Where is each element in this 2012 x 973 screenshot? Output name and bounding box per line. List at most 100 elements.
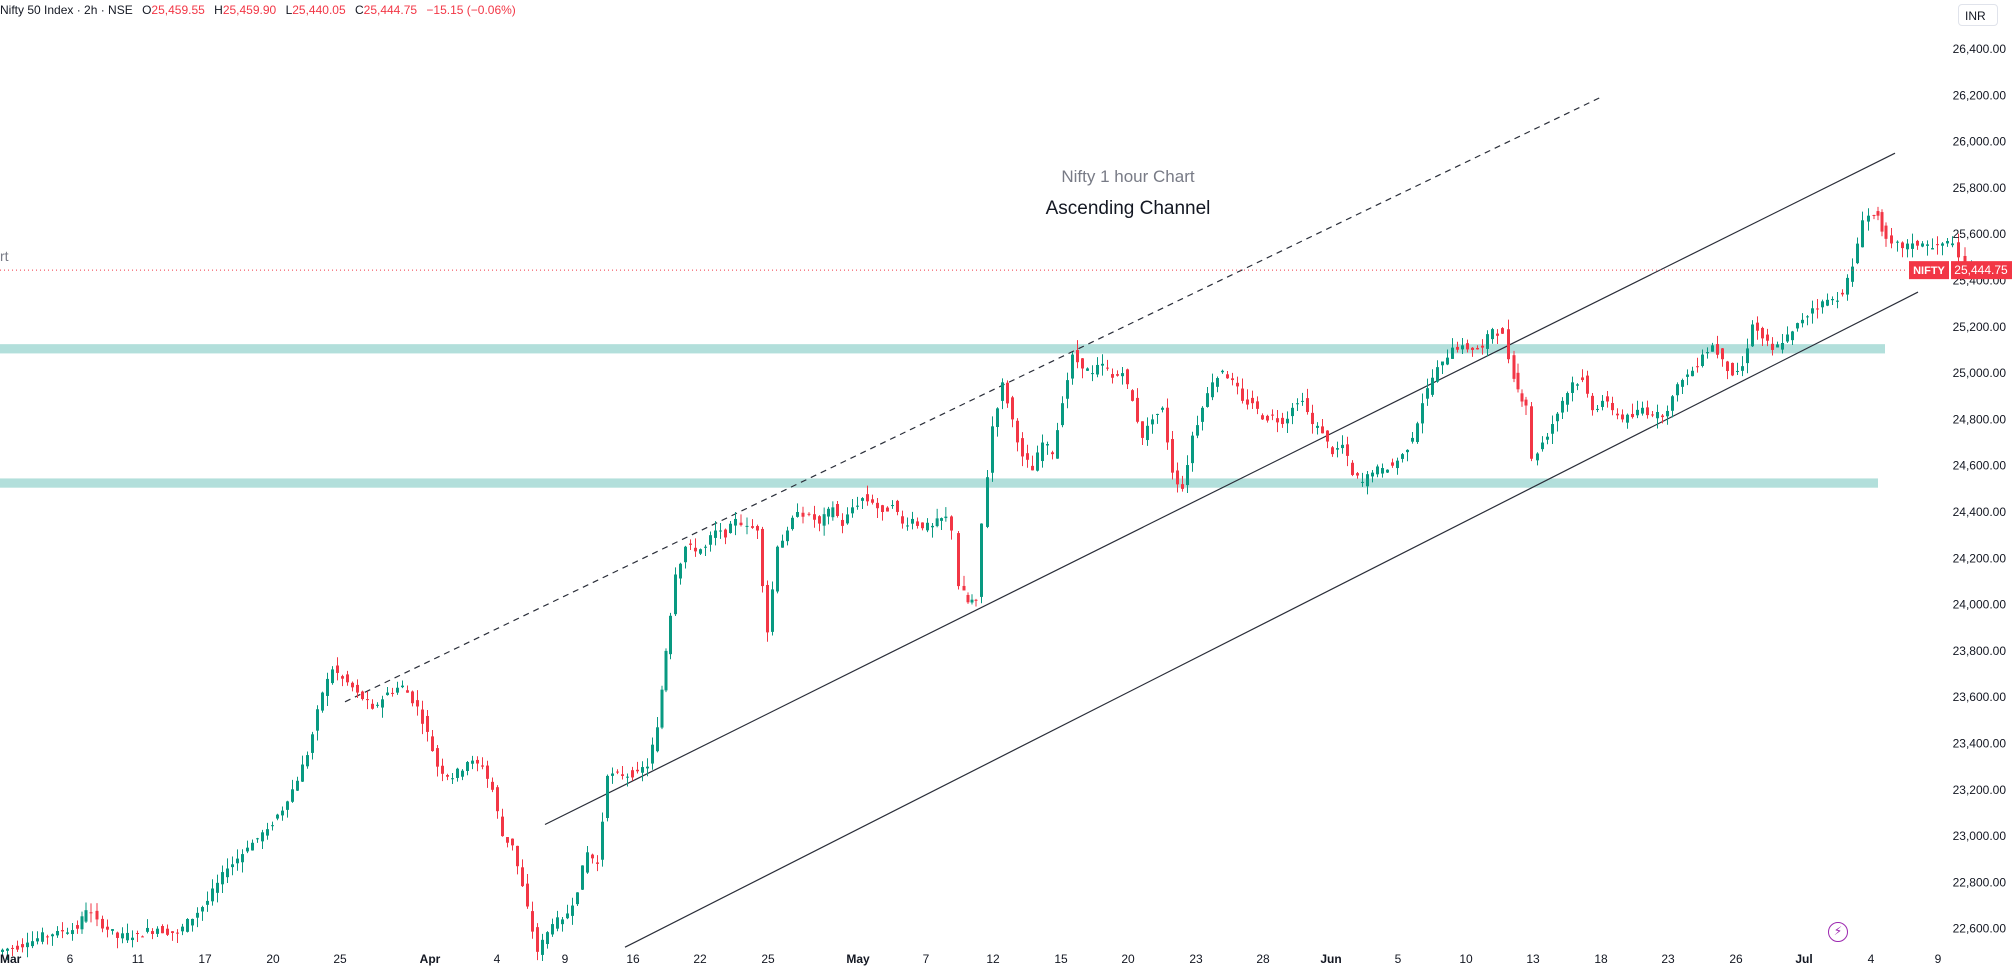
y-tick-label: 24,400.00 xyxy=(1953,505,2007,519)
candle-down xyxy=(916,521,919,526)
candle-down xyxy=(1271,414,1274,416)
currency-selector[interactable]: INR xyxy=(1958,4,1998,26)
x-tick-label: 11 xyxy=(132,952,145,966)
candle-down xyxy=(1766,334,1769,341)
symbol-name[interactable]: Nifty 50 Index · 2h · NSE xyxy=(0,3,133,17)
candle-down xyxy=(591,854,594,859)
y-tick-label: 22,800.00 xyxy=(1953,875,2007,889)
candle-down xyxy=(616,771,619,773)
candle-down xyxy=(1261,415,1264,420)
candle-up xyxy=(1296,403,1299,405)
x-tick-label: 9 xyxy=(562,952,569,966)
candle-down xyxy=(171,931,174,933)
candle-up xyxy=(316,709,319,731)
candle-up xyxy=(266,829,269,836)
candle-up xyxy=(556,917,559,929)
candle-up xyxy=(1316,425,1319,428)
candle-down xyxy=(426,715,429,732)
y-tick-label: 25,800.00 xyxy=(1953,181,2007,195)
candle-up xyxy=(156,928,159,934)
candle-down xyxy=(89,912,93,914)
candle-down xyxy=(1884,225,1888,239)
candle-down xyxy=(801,512,805,517)
candle-down xyxy=(1661,415,1664,418)
candle-down xyxy=(1276,418,1279,423)
candle-down xyxy=(1006,382,1009,404)
symbol-tag-bg xyxy=(1909,261,1949,280)
symbol-legend: Nifty 50 Index · 2h · NSE O25,459.55 H25… xyxy=(0,3,522,17)
candle-up xyxy=(1146,425,1149,441)
candle-up xyxy=(1371,472,1374,477)
x-tick-label: 28 xyxy=(1256,952,1270,966)
candle-up xyxy=(1786,334,1789,342)
candle-up xyxy=(1201,407,1204,422)
x-tick-label: 13 xyxy=(1526,952,1540,966)
candle-up xyxy=(1156,413,1159,415)
y-axis[interactable]: 26,400.00 26,200.00 26,000.00 25,800.00 25,6… xyxy=(1953,42,2007,936)
candle-up xyxy=(1801,319,1804,324)
candle-up xyxy=(1001,382,1004,401)
candle-down xyxy=(1936,244,1939,246)
y-tick-label: 26,000.00 xyxy=(1953,135,2007,149)
candle-down xyxy=(1916,240,1919,246)
candle-up xyxy=(546,932,549,945)
candle-up xyxy=(1161,407,1164,410)
candle-up xyxy=(396,687,399,693)
candle-up xyxy=(980,523,983,597)
candle-up xyxy=(656,727,659,752)
candle-up xyxy=(1441,361,1444,366)
candle-up xyxy=(1206,393,1209,407)
candle-down xyxy=(813,514,816,520)
x-axis[interactable]: Mar 6 11 17 20 25 Apr 4 9 16 22 25 May 7 12 15 20 23 28 Jun… xyxy=(0,952,1942,966)
candle-down xyxy=(1890,235,1893,244)
channel-line xyxy=(544,152,1896,826)
candle-up xyxy=(1381,468,1384,474)
x-tick-label: 10 xyxy=(1459,952,1473,966)
candle-up xyxy=(286,801,289,810)
candle-up xyxy=(669,615,672,655)
candle-up xyxy=(626,776,629,778)
chart-subtitle: Ascending Channel xyxy=(1046,198,1211,219)
candle-down xyxy=(1326,430,1329,442)
candle-down xyxy=(724,529,727,538)
open-label: O xyxy=(142,3,152,17)
candle-down xyxy=(1166,407,1169,443)
candle-up xyxy=(1036,452,1039,471)
candle-up xyxy=(1416,423,1419,443)
candle-down xyxy=(1716,344,1719,355)
candle-up xyxy=(719,530,722,532)
candle-down xyxy=(1512,355,1516,379)
candle-down xyxy=(1586,375,1589,394)
candle-up xyxy=(926,522,929,531)
candle-up xyxy=(1926,244,1929,246)
open-value: 25,459.55 xyxy=(151,3,205,17)
x-tick-label: 4 xyxy=(1868,952,1875,966)
x-tick-label: Jun xyxy=(1320,952,1341,966)
candle-down xyxy=(1331,447,1334,455)
y-tick-label: 26,400.00 xyxy=(1953,42,2007,56)
candle-up xyxy=(1406,449,1409,453)
lightning-icon[interactable]: ⚡ xyxy=(1828,922,1848,942)
candle-down xyxy=(1631,413,1634,418)
candle-down xyxy=(871,499,874,503)
candle-up xyxy=(1211,382,1214,398)
candle-down xyxy=(361,691,364,700)
candle-up xyxy=(1486,334,1489,349)
candle-down xyxy=(481,765,484,767)
candle-down xyxy=(1621,414,1624,420)
candle-down xyxy=(526,883,529,907)
x-tick-label: 18 xyxy=(1594,952,1608,966)
candle-up xyxy=(1461,345,1464,350)
candle-up xyxy=(1071,354,1074,379)
y-tick-label: 22,600.00 xyxy=(1953,922,2007,936)
candle-up xyxy=(1551,424,1554,434)
candle-up xyxy=(456,768,459,778)
candle-up xyxy=(1396,460,1399,469)
candle-down xyxy=(1346,444,1349,456)
candle-down xyxy=(1171,439,1174,473)
candle-up xyxy=(1706,352,1709,354)
x-tick-label: 9 xyxy=(1935,952,1942,966)
candle-down xyxy=(1106,367,1109,369)
